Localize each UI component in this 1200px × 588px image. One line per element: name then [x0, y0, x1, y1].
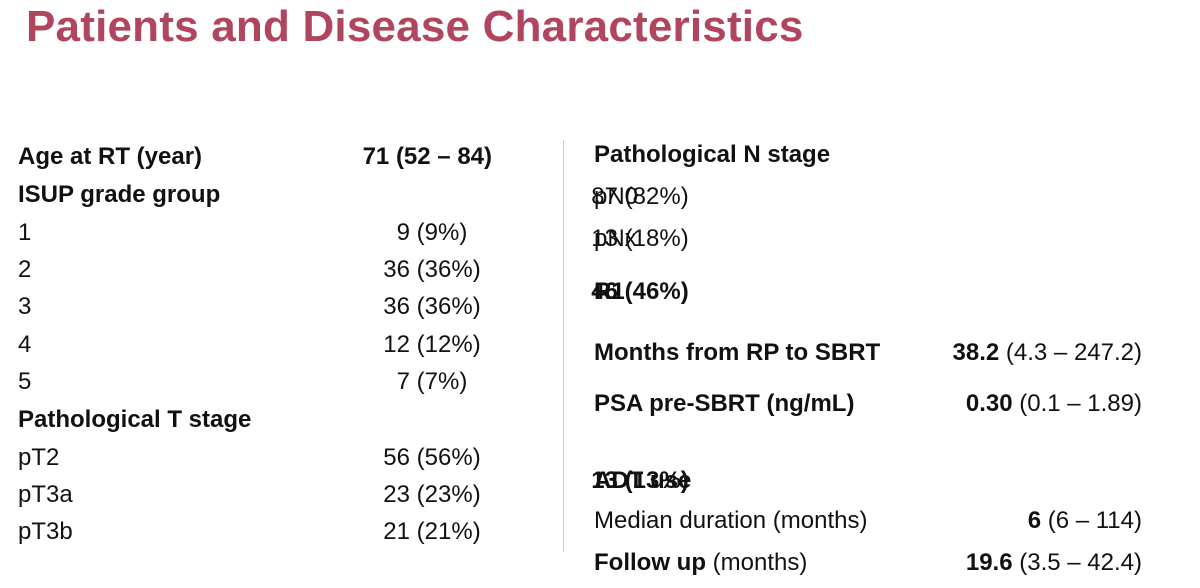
r1-row: R1 46 (46%)	[0, 275, 1200, 309]
isup-row-value: 36 (36%)	[383, 256, 481, 283]
tstage-row-value: 56 (56%)	[383, 444, 481, 471]
psa-row: PSA pre-SBRT (ng/mL) 0.30 (0.1 – 1.89)	[0, 387, 1200, 421]
tstage-row-label: pT3b	[18, 518, 73, 545]
months-value: 38.2 (4.3 – 247.2)	[953, 336, 1142, 370]
isup-row: 3 36 (36%)	[0, 290, 1200, 324]
isup-row: 4 12 (12%)	[0, 328, 1200, 362]
tstage-row: pT3a 23 (23%)	[0, 478, 1200, 512]
duration-value: 6 (6 – 114)	[1028, 504, 1142, 538]
isup-row: 5 7 (7%)	[0, 365, 1200, 399]
nstage-heading-row: Pathological N stage	[0, 138, 1200, 172]
isup-row-value: 7 (7%)	[396, 368, 468, 395]
nstage-row-label: pNx	[594, 225, 637, 252]
adt-value: 13 (13%)	[591, 467, 689, 494]
nstage-row: pN0 87 (82%)	[0, 180, 1200, 214]
tstage-row-label: pT3a	[18, 481, 73, 508]
age-label: Age at RT (year)	[18, 143, 203, 170]
psa-label: PSA pre-SBRT (ng/mL)	[594, 390, 855, 417]
months-range: (4.3 – 247.2)	[999, 339, 1142, 366]
followup-label-bold: Follow up	[594, 549, 706, 576]
months-label: Months from RP to SBRT	[594, 339, 881, 366]
isup-row-label: 1	[18, 219, 32, 246]
tstage-heading-row: Pathological T stage	[0, 403, 1200, 437]
isup-row-value: 12 (12%)	[383, 331, 481, 358]
tstage-row-value: 23 (23%)	[383, 481, 481, 508]
followup-value: 19.6 (3.5 – 42.4)	[966, 546, 1142, 580]
followup-range: (3.5 – 42.4)	[1012, 549, 1142, 576]
tstage-row: pT2 56 (56%)	[0, 441, 1200, 475]
psa-range: (0.1 – 1.89)	[1012, 390, 1142, 417]
nstage-row: pNx 13 (18%)	[0, 222, 1200, 256]
isup-row-label: 3	[18, 293, 32, 320]
tstage-heading: Pathological T stage	[18, 406, 252, 433]
adt-label: ADT use	[594, 467, 692, 494]
page-title: Patients and Disease Characteristics	[26, 2, 804, 51]
tstage-row-label: pT2	[18, 444, 60, 471]
months-row: Months from RP to SBRT 38.2 (4.3 – 247.2…	[0, 336, 1200, 370]
nstage-heading: Pathological N stage	[594, 141, 831, 168]
isup-row-label: 5	[18, 368, 32, 395]
age-value: 71 (52 – 84)	[362, 143, 492, 170]
nstage-row-value: 87 (82%)	[591, 183, 689, 210]
isup-row: 1 9 (9%)	[0, 216, 1200, 250]
tstage-row-value: 21 (21%)	[383, 518, 481, 545]
nstage-row-label: pN0	[594, 183, 639, 210]
isup-heading-row: ISUP grade group	[0, 178, 1200, 212]
psa-median: 0.30	[965, 390, 1013, 417]
duration-row: Median duration (months) 6 (6 – 114)	[0, 504, 1200, 538]
isup-row-label: 2	[18, 256, 32, 283]
followup-median: 19.6	[965, 549, 1013, 576]
nstage-row-value: 13 (18%)	[591, 225, 689, 252]
months-median: 38.2	[952, 339, 1000, 366]
isup-heading: ISUP grade group	[18, 181, 221, 208]
isup-row-value: 36 (36%)	[383, 293, 481, 320]
duration-median: 6	[1027, 507, 1042, 534]
followup-label-unit: (months)	[705, 549, 808, 576]
isup-row-value: 9 (9%)	[396, 219, 468, 246]
age-row: Age at RT (year) 71 (52 – 84)	[0, 140, 1200, 174]
isup-row: 2 36 (36%)	[0, 253, 1200, 287]
isup-row-label: 4	[18, 331, 32, 358]
psa-value: 0.30 (0.1 – 1.89)	[966, 387, 1142, 421]
followup-row: Follow up (months) 19.6 (3.5 – 42.4)	[0, 546, 1200, 580]
adt-row: ADT use 13 (13%)	[0, 464, 1200, 498]
followup-label: Follow up (months)	[594, 546, 807, 580]
r1-value: 46 (46%)	[591, 278, 689, 305]
duration-range: (6 – 114)	[1041, 507, 1142, 534]
column-divider	[563, 140, 564, 552]
tstage-row: pT3b 21 (21%)	[0, 515, 1200, 549]
r1-label: R1	[594, 278, 625, 305]
duration-label: Median duration (months)	[594, 507, 868, 534]
